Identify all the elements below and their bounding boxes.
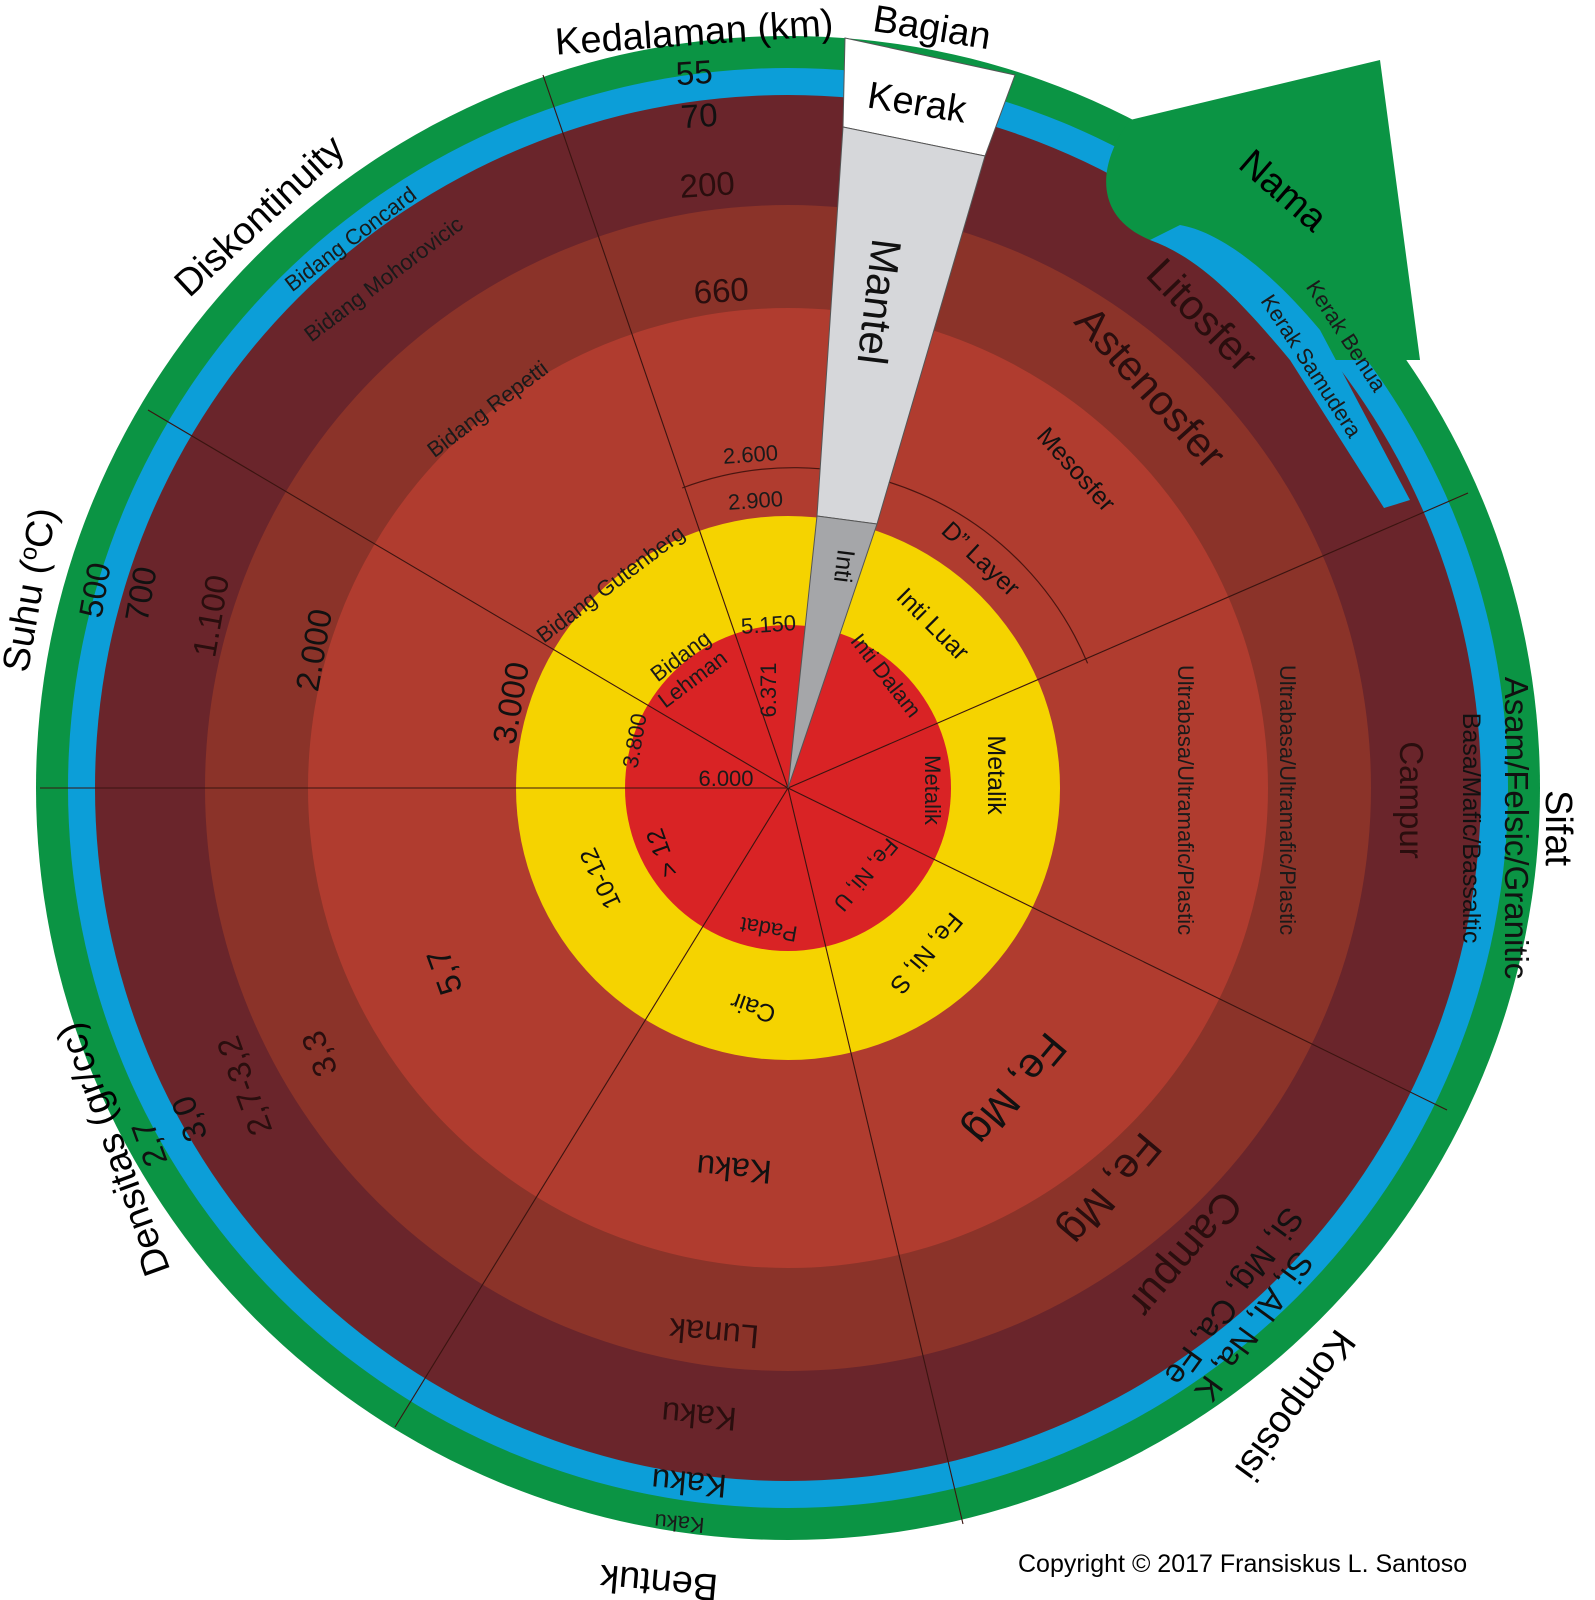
- prop-continental: Asam/Felsic/Granitic: [1498, 677, 1535, 980]
- core-wedge: [787, 515, 878, 789]
- form-mesosphere: Kaku: [695, 1148, 773, 1191]
- prop-asthenosphere: Ultrabasa/Ultramafic/Plastic: [1275, 665, 1300, 935]
- form-continental: Kaku: [653, 1509, 705, 1538]
- depth-2600: 2.600: [722, 440, 779, 469]
- form-asthenosphere: Lunak: [667, 1311, 760, 1356]
- copyright-notice: Copyright © 2017 Fransiskus L. Santoso: [1018, 1550, 1468, 1578]
- sector-dividers: [40, 74, 1469, 1525]
- depth-200: 200: [678, 164, 736, 205]
- heading-form: Bentuk: [597, 1556, 720, 1600]
- part-core: Inti: [828, 548, 860, 585]
- heading-property: Sifat: [1537, 790, 1579, 866]
- depth-660: 660: [692, 270, 750, 311]
- form-lithosphere: Kaku: [660, 1395, 738, 1438]
- depth-55: 55: [675, 53, 714, 92]
- depth-5150: 5.150: [740, 610, 797, 639]
- prop-inner-core: Metalik: [920, 755, 945, 826]
- depth-6371: 6.371: [756, 662, 781, 717]
- prop-oceanic: Basa/Mafic/Bassaltic: [1457, 713, 1485, 944]
- depth-2900: 2.900: [727, 486, 784, 515]
- prop-outer-core: Metalik: [982, 735, 1010, 815]
- temp-6000: 6.000: [698, 766, 753, 791]
- prop-mesosphere: Ultrabasa/Ultramafic/Plastic: [1173, 665, 1198, 935]
- prop-lithosphere: Campur: [1393, 741, 1430, 858]
- depth-70: 70: [680, 96, 719, 135]
- form-oceanic: Kaku: [650, 1462, 728, 1505]
- oceanic-crust-bulge: [1150, 225, 1410, 508]
- d-layer-boundary: [681, 467, 1089, 664]
- continental-crust-bulge: [1106, 60, 1420, 360]
